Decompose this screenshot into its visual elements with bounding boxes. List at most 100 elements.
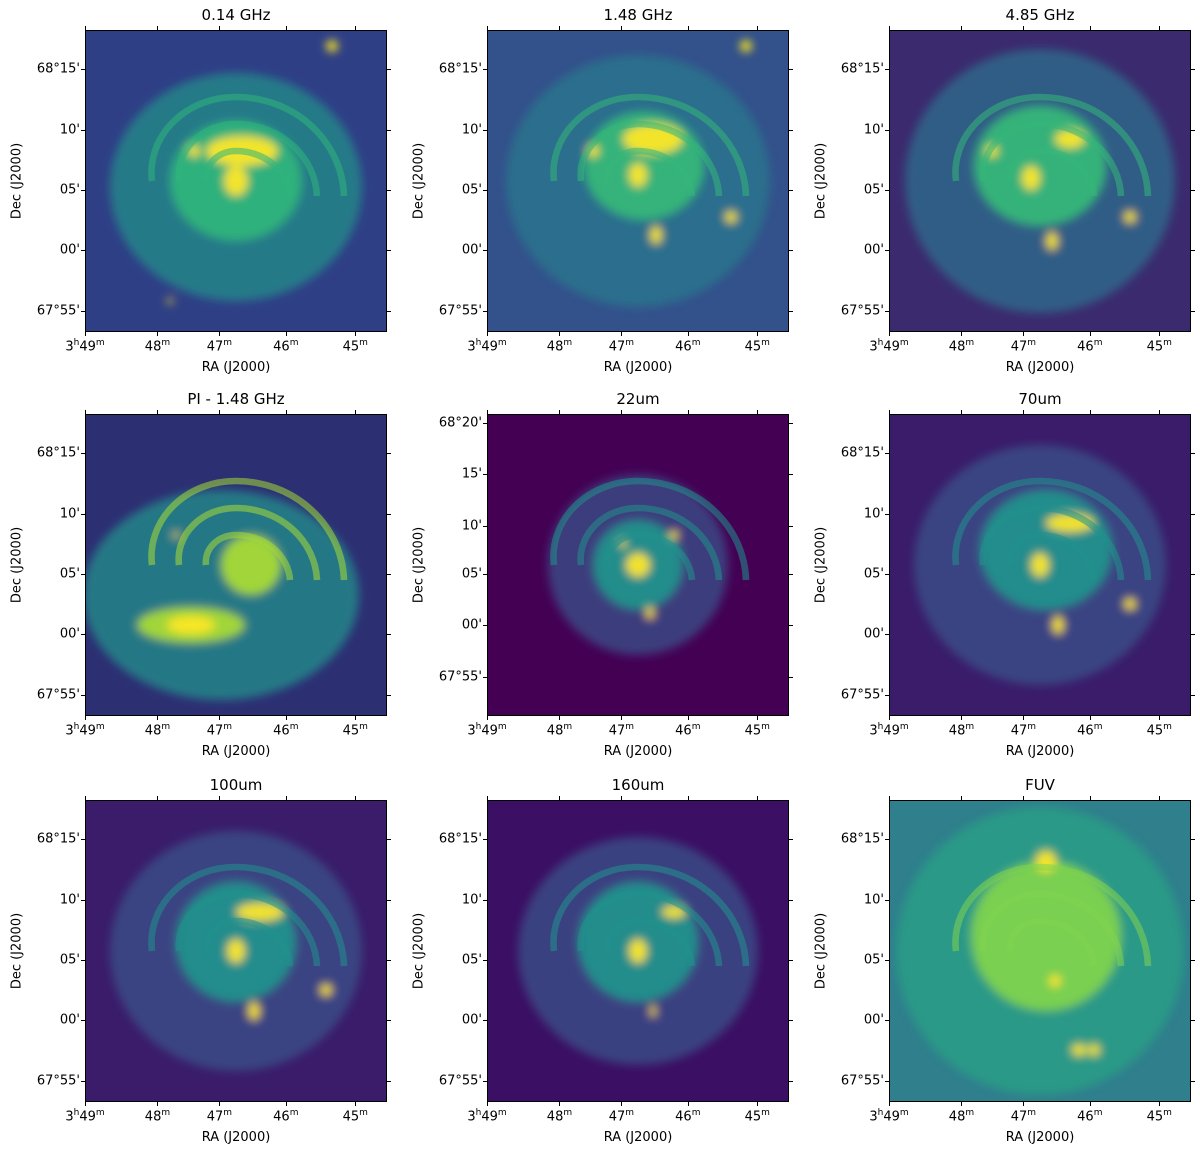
axis-tick bbox=[81, 1080, 85, 1082]
axis-tick bbox=[621, 716, 623, 720]
ra-minutes: 46 bbox=[675, 339, 692, 355]
x-axis-label: RA (J2000) bbox=[603, 360, 673, 375]
panel-title: FUV bbox=[1025, 776, 1055, 794]
axis-tick bbox=[621, 26, 623, 30]
axis-tick bbox=[81, 310, 85, 312]
axis-tick bbox=[789, 899, 793, 901]
y-tick-label: 00' bbox=[461, 1012, 482, 1028]
axis-tick bbox=[1089, 332, 1091, 336]
axis-tick bbox=[687, 796, 689, 800]
spiral-arm bbox=[952, 477, 1152, 581]
axis-tick bbox=[889, 796, 890, 800]
hours-unit: h bbox=[877, 1108, 884, 1118]
spiral-arm bbox=[148, 863, 348, 967]
axis-tick bbox=[1191, 129, 1195, 131]
y-tick-label: 00' bbox=[59, 242, 80, 258]
axis-tick bbox=[961, 716, 963, 720]
x-axis-label: RA (J2000) bbox=[603, 1130, 673, 1145]
axis-tick bbox=[483, 676, 487, 678]
panel-title: 100um bbox=[209, 776, 263, 794]
y-axis-label: Dec (J2000) bbox=[9, 912, 25, 990]
emission-region bbox=[1088, 1044, 1100, 1056]
axis-tick bbox=[157, 1102, 159, 1106]
y-tick-label: 00' bbox=[59, 626, 80, 642]
axis-tick bbox=[559, 410, 561, 414]
x-axis-label: RA (J2000) bbox=[201, 744, 271, 759]
y-tick-label: 67°55' bbox=[438, 303, 482, 319]
y-tick-label: 68°15' bbox=[438, 831, 482, 847]
ra-minutes: 45 bbox=[342, 723, 360, 739]
hours-unit: h bbox=[877, 338, 884, 348]
minutes-unit: m bbox=[691, 338, 701, 348]
minutes-unit: m bbox=[359, 1108, 368, 1118]
ra-minutes: 47 bbox=[1010, 339, 1028, 355]
x-axis-label: RA (J2000) bbox=[1005, 1130, 1075, 1145]
minutes-unit: m bbox=[223, 1108, 233, 1118]
x-tick-label: 46m bbox=[1077, 1108, 1102, 1124]
axis-tick bbox=[889, 26, 890, 30]
minutes-unit: m bbox=[965, 1108, 975, 1118]
axis-tick bbox=[285, 716, 287, 720]
x-tick-label: 47m bbox=[207, 1108, 232, 1124]
axis-tick bbox=[285, 1102, 287, 1106]
galaxy-image bbox=[86, 415, 386, 715]
y-axis-label: Dec (J2000) bbox=[411, 142, 427, 220]
axis-tick bbox=[81, 250, 85, 252]
x-axis-label: RA (J2000) bbox=[603, 744, 673, 759]
y-axis-label: Dec (J2000) bbox=[9, 526, 25, 604]
axis-tick bbox=[483, 960, 487, 962]
ra-minutes: 45 bbox=[1146, 723, 1164, 739]
ra-hours: 3 bbox=[467, 339, 476, 355]
x-tick-label: 45m bbox=[343, 338, 368, 354]
y-tick-label: 67°55' bbox=[438, 669, 482, 685]
spiral-arm bbox=[202, 917, 294, 967]
axis-tick bbox=[483, 525, 487, 527]
emission-region bbox=[650, 1005, 656, 1017]
y-tick-label: 67°55' bbox=[438, 1073, 482, 1089]
y-axis-label: Dec (J2000) bbox=[813, 526, 829, 604]
axis-tick bbox=[1089, 1102, 1091, 1106]
axis-tick bbox=[885, 69, 889, 71]
galaxy-image bbox=[890, 801, 1190, 1101]
ra-minutes: 49 bbox=[883, 723, 900, 739]
sky-map bbox=[85, 30, 387, 332]
axis-tick bbox=[81, 1020, 85, 1022]
axis-tick bbox=[1191, 634, 1195, 636]
axis-tick bbox=[483, 423, 487, 425]
axis-tick bbox=[789, 129, 793, 131]
ra-minutes: 46 bbox=[273, 1109, 290, 1125]
axis-tick bbox=[487, 796, 488, 800]
axis-tick bbox=[559, 332, 561, 336]
axis-tick bbox=[1023, 1102, 1025, 1106]
y-tick-label: 05' bbox=[59, 566, 80, 582]
axis-tick bbox=[885, 453, 889, 455]
minutes-unit: m bbox=[691, 1108, 701, 1118]
ra-minutes: 48 bbox=[948, 1109, 966, 1125]
axis-tick bbox=[559, 796, 561, 800]
axis-tick bbox=[687, 716, 689, 720]
spiral-arm bbox=[148, 477, 348, 581]
ra-hours: 3 bbox=[65, 339, 74, 355]
axis-tick bbox=[1191, 574, 1195, 576]
panel-title: 22um bbox=[616, 390, 660, 408]
axis-tick bbox=[85, 332, 86, 336]
ra-minutes: 48 bbox=[144, 723, 162, 739]
spiral-arm bbox=[175, 120, 321, 197]
axis-tick bbox=[559, 1102, 561, 1106]
y-tick-label: 68°20' bbox=[438, 415, 482, 431]
x-tick-label: 47m bbox=[609, 1108, 634, 1124]
ra-minutes: 49 bbox=[481, 339, 498, 355]
axis-tick bbox=[483, 190, 487, 192]
minutes-unit: m bbox=[289, 722, 299, 732]
axis-tick bbox=[1159, 332, 1161, 336]
axis-tick bbox=[621, 332, 623, 336]
y-tick-label: 05' bbox=[461, 566, 482, 582]
x-tick-label: 48m bbox=[547, 722, 572, 738]
emission-region bbox=[626, 553, 650, 577]
axis-tick bbox=[387, 1020, 391, 1022]
emission-region bbox=[1124, 598, 1136, 610]
ra-minutes: 47 bbox=[206, 339, 224, 355]
y-tick-label: 67°55' bbox=[840, 303, 884, 319]
axis-tick bbox=[885, 694, 889, 696]
ra-hours: 3 bbox=[869, 723, 878, 739]
